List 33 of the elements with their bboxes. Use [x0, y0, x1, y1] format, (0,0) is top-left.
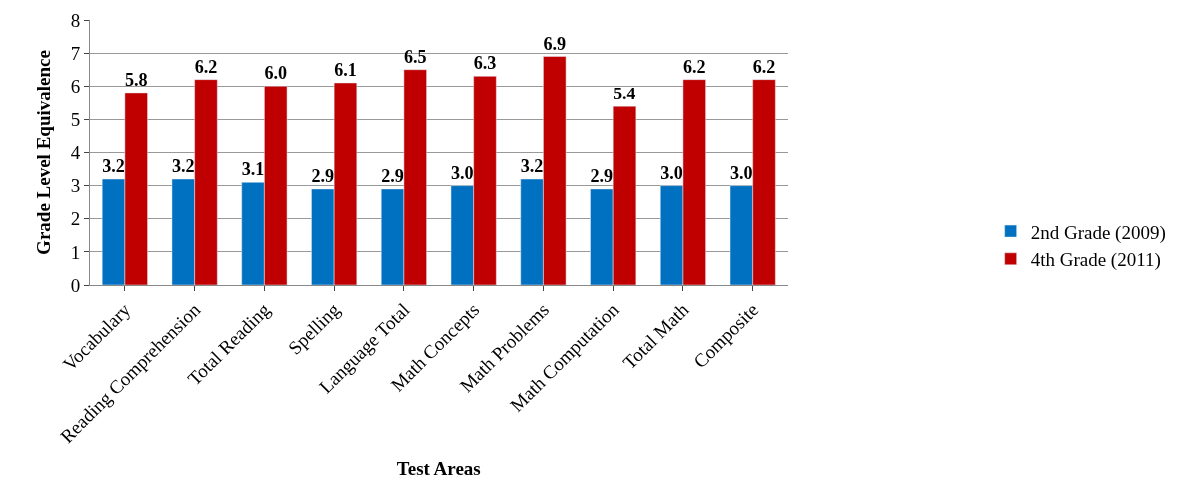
- y-tick-label: 7: [70, 42, 81, 64]
- y-axis-title: Grade Level Equivalence: [32, 50, 54, 255]
- data-label: 2.9: [311, 166, 335, 187]
- legend-label: 4th Grade (2011): [1030, 249, 1161, 272]
- data-label: 3.0: [730, 162, 753, 183]
- data-label: 3.1: [241, 159, 265, 180]
- data-label: 3.0: [451, 162, 474, 183]
- data-label: 2.9: [381, 166, 404, 187]
- x-axis-title: Test Areas: [396, 457, 481, 479]
- data-label: 6.2: [194, 56, 218, 77]
- data-label: 6.2: [682, 56, 706, 77]
- data-label: 6.5: [403, 46, 427, 67]
- y-tick-label: 8: [70, 9, 81, 31]
- legend-label: 2nd Grade (2009): [1030, 221, 1166, 244]
- data-label: 5.8: [124, 70, 148, 91]
- y-tick-label: 1: [70, 241, 81, 263]
- y-tick-label: 3: [70, 175, 81, 197]
- data-label: 5.4: [613, 83, 636, 104]
- y-tick-label: 6: [70, 75, 81, 97]
- data-label: 6.1: [334, 60, 357, 81]
- y-tick-label: 5: [70, 109, 81, 131]
- data-label: 3.2: [520, 156, 544, 177]
- data-label: 3.0: [660, 162, 683, 183]
- data-label: 6.0: [264, 63, 288, 84]
- y-tick-label: 4: [70, 142, 81, 164]
- data-label: 3.2: [171, 156, 195, 177]
- data-label: 6.3: [473, 53, 497, 74]
- data-label: 6.2: [752, 56, 776, 77]
- y-tick-label: 0: [70, 274, 81, 296]
- y-tick-label: 2: [70, 208, 81, 230]
- data-label: 3.2: [102, 156, 125, 177]
- data-label: 6.9: [543, 33, 567, 54]
- data-label: 2.9: [590, 166, 614, 187]
